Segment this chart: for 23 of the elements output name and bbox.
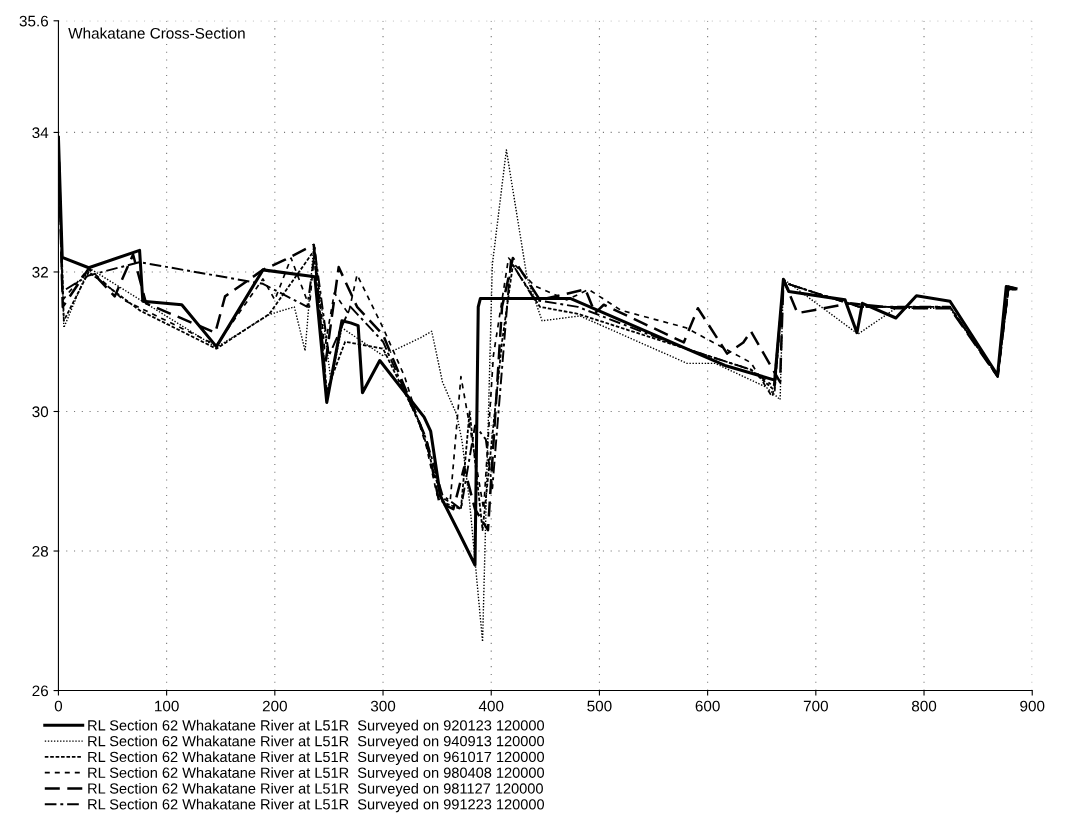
legend-label: RL Section 62 Whakatane River at L51R Surveyed on 981127 120000: [88, 782, 543, 797]
chart-title: Whakatane Cross-Section: [68, 27, 245, 39]
x-tick-label: 600: [695, 700, 720, 712]
x-tick-label: 0: [54, 700, 63, 712]
x-tick-label: 400: [478, 700, 504, 712]
legend-label: RL Section 62 Whakatane River at L51R Surveyed on 991223 120000: [88, 798, 545, 813]
x-tick-label: 100: [155, 700, 179, 712]
x-tick-label: 200: [262, 700, 287, 712]
legend-label: RL Section 62 Whakatane River at L51R Surveyed on 940913 120000: [88, 735, 545, 750]
x-tick-label: 500: [587, 700, 612, 712]
y-tick-label: 35.6: [19, 15, 49, 27]
x-tick-label: 800: [911, 700, 937, 712]
x-tick-label: 300: [370, 700, 396, 712]
y-tick-label: 26: [32, 685, 49, 697]
legend-label: RL Section 62 Whakatane River at L51R Surveyed on 961017 120000: [88, 751, 545, 765]
legend-label: RL Section 62 Whakatane River at L51R Surveyed on 980408 120000: [88, 767, 545, 781]
y-tick-label: 32: [32, 266, 48, 278]
x-tick-label: 900: [1020, 700, 1045, 712]
y-tick-label: 28: [32, 545, 49, 557]
x-tick-label: 700: [803, 700, 828, 712]
y-tick-label: 30: [32, 406, 49, 418]
legend-label: RL Section 62 Whakatane River at L51R Surveyed on 920123 120000: [88, 719, 545, 734]
y-tick-label: 34: [32, 127, 49, 139]
